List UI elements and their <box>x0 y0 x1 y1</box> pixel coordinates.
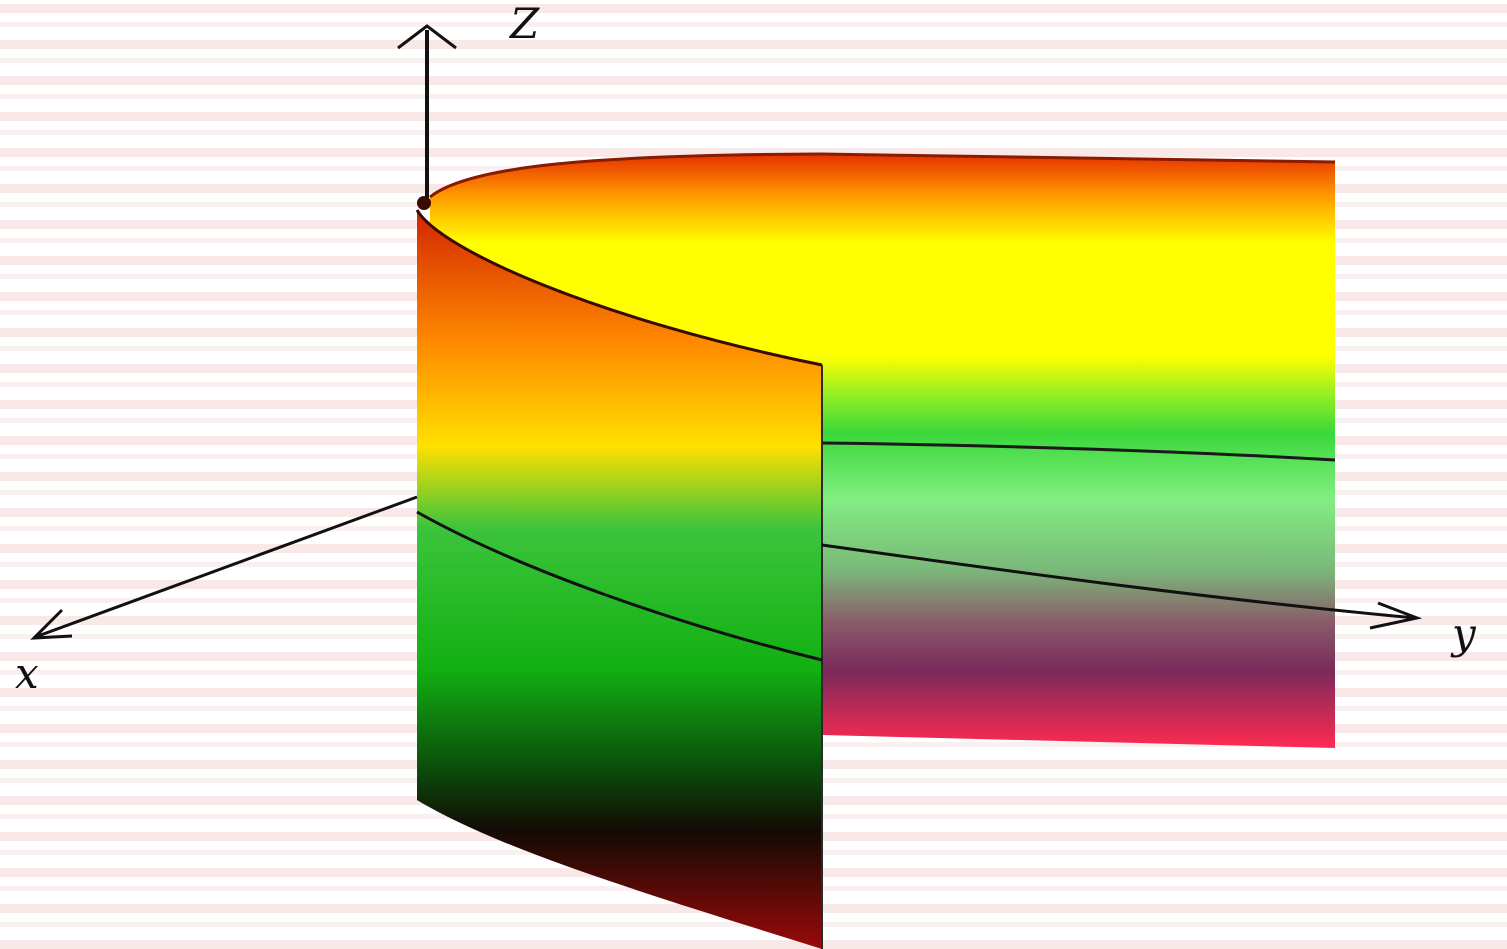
y-axis-label: y <box>1450 609 1477 658</box>
y-axis <box>821 543 1423 630</box>
inner-cylinder-surface <box>430 154 1335 748</box>
outer-cylinder-surface <box>417 210 822 949</box>
outer-level-curve <box>416 510 823 662</box>
z-axis <box>397 24 457 210</box>
z-axis-label: Z <box>508 0 540 48</box>
top-rim <box>429 152 1336 199</box>
inner-level-curve-upper <box>821 441 1336 462</box>
front-panel-top-edge <box>415 209 823 367</box>
x-axis-label: x <box>15 649 39 698</box>
x-axis <box>30 495 418 640</box>
